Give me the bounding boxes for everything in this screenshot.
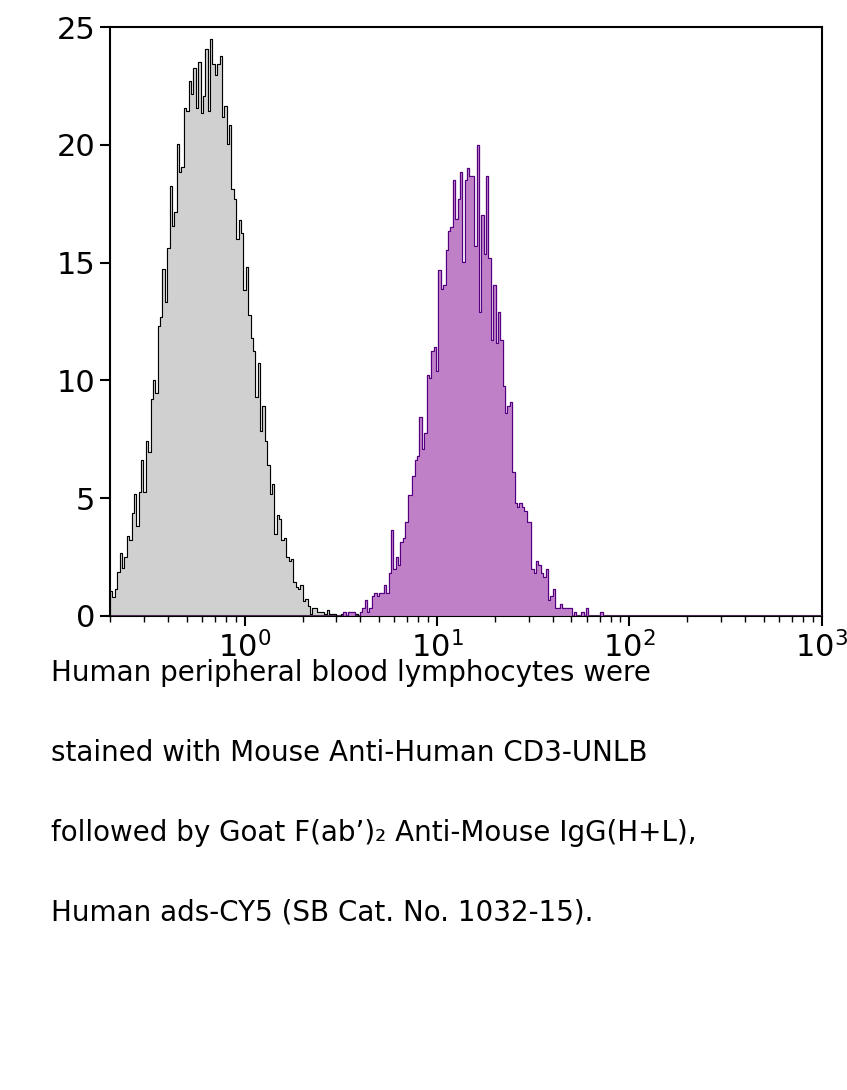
Polygon shape — [110, 39, 822, 616]
Text: stained with Mouse Anti-Human CD3-UNLB: stained with Mouse Anti-Human CD3-UNLB — [51, 739, 647, 767]
Text: Human peripheral blood lymphocytes were: Human peripheral blood lymphocytes were — [51, 659, 650, 688]
Polygon shape — [110, 145, 822, 616]
Text: Human ads-CY5 (SB Cat. No. 1032-15).: Human ads-CY5 (SB Cat. No. 1032-15). — [51, 898, 593, 926]
Text: followed by Goat F(ab’)₂ Anti-Mouse IgG(H+L),: followed by Goat F(ab’)₂ Anti-Mouse IgG(… — [51, 819, 696, 847]
